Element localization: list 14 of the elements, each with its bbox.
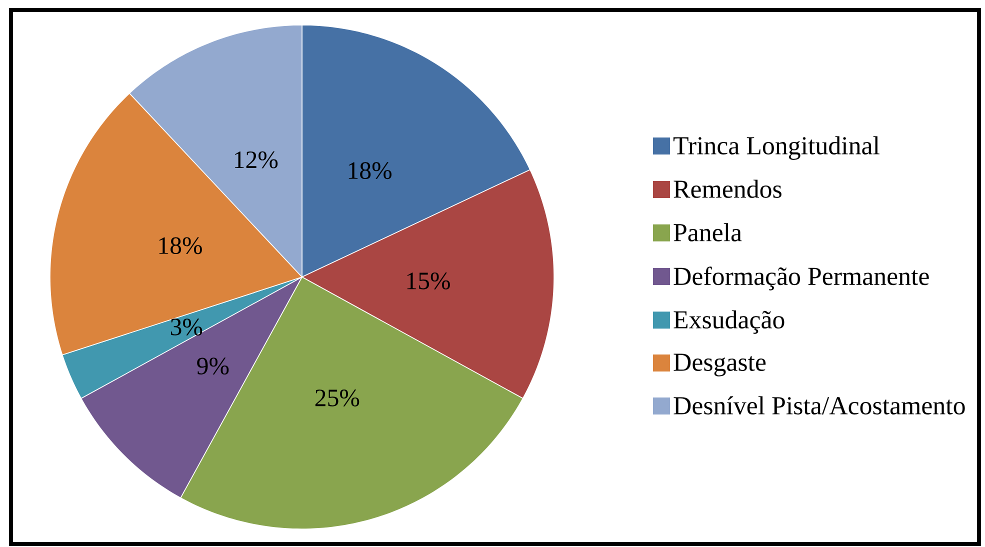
- data-label: 18%: [159, 237, 202, 254]
- data-label: 3%: [170, 318, 202, 336]
- data-label: 18%: [348, 162, 392, 180]
- legend-label: Panela: [674, 223, 742, 242]
- data-label: 12%: [234, 151, 278, 168]
- legend-label: Desnível Pista/Acostamento: [674, 396, 965, 414]
- legend-label: Desgaste: [674, 354, 766, 376]
- legend-label: Remendos: [674, 180, 782, 198]
- data-label: 25%: [315, 390, 360, 406]
- legend-label: Trinca Longitudinal: [673, 136, 880, 160]
- legend-label: Deformação Permanente: [674, 266, 929, 290]
- data-label: 9%: [197, 358, 229, 375]
- data-label: 15%: [407, 272, 450, 290]
- legend-label: Exsudação: [674, 310, 784, 334]
